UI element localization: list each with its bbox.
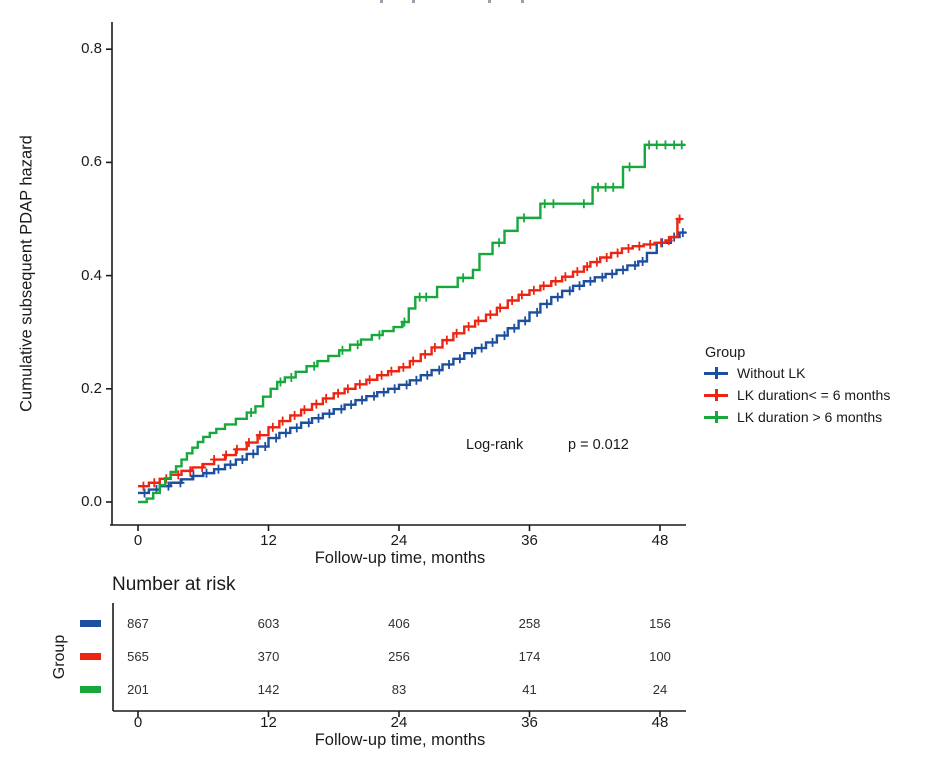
risk-count: 201 xyxy=(127,682,149,697)
legend-label-lk-le-6: LK duration< = 6 months xyxy=(737,387,891,403)
risk-count: 174 xyxy=(518,649,541,664)
x-tick-label: 0 xyxy=(133,532,143,549)
logrank-p-value: p = 0.012 xyxy=(568,437,629,453)
legend-key-lk-gt-6 xyxy=(704,410,728,424)
x-tick-label: 24 xyxy=(390,532,408,549)
legend-title: Group xyxy=(705,345,746,361)
risk-count: 258 xyxy=(518,616,541,631)
risk-row-swatch-lk-le-6 xyxy=(80,653,101,660)
risk-row-swatch-lk-gt-6 xyxy=(80,686,101,693)
y-tick-label: 0.6 xyxy=(81,153,102,170)
risk-count: 256 xyxy=(388,649,410,664)
risk-count: 406 xyxy=(388,616,410,631)
cropped-title-artifact xyxy=(488,0,491,3)
y-axis-title: Cumulative subsequent PDAP hazard xyxy=(17,135,36,412)
legend-label-without-lk: Without LK xyxy=(737,365,806,381)
risk-table-axes xyxy=(112,603,686,717)
legend-key-censor-cross xyxy=(714,367,718,379)
risk-row-swatch-without-lk xyxy=(80,620,101,627)
legend-key-censor-cross xyxy=(714,411,718,423)
x-axis-title: Follow-up time, months xyxy=(314,549,486,567)
risk-count: 603 xyxy=(257,616,280,631)
risk-table-title: Number at risk xyxy=(112,574,236,595)
x-tick-label: 36 xyxy=(521,532,538,549)
y-tick-label: 0.0 xyxy=(81,493,102,510)
risk-count: 142 xyxy=(257,682,280,697)
main-plot-axes xyxy=(106,22,686,531)
cropped-title-artifact xyxy=(380,0,383,3)
risk-count: 83 xyxy=(391,682,407,697)
risk-x-tick-label: 48 xyxy=(651,714,669,731)
risk-count: 370 xyxy=(257,649,280,664)
risk-x-tick-label: 0 xyxy=(133,714,143,731)
legend-key-lk-le-6 xyxy=(704,388,728,402)
risk-count: 565 xyxy=(127,649,149,664)
risk-x-tick-label: 24 xyxy=(390,714,408,731)
risk-count: 100 xyxy=(649,649,671,664)
y-tick-label: 0.2 xyxy=(81,380,102,397)
cropped-title-artifact xyxy=(521,0,524,3)
series-curve-1-lk-duration-6-months xyxy=(138,214,684,491)
y-tick-label: 0.8 xyxy=(81,40,102,57)
risk-count: 867 xyxy=(127,616,149,631)
series-curve-2-lk-duration-6-months xyxy=(138,140,686,504)
x-tick-label: 12 xyxy=(260,532,277,549)
cropped-title-artifact xyxy=(412,0,415,3)
legend-label-lk-gt-6: LK duration > 6 months xyxy=(737,409,883,425)
risk-count: 156 xyxy=(649,616,671,631)
y-tick-label: 0.4 xyxy=(81,267,102,284)
legend-key-without-lk xyxy=(704,366,728,380)
risk-count: 24 xyxy=(652,682,668,697)
risk-x-tick-label: 36 xyxy=(521,714,538,731)
risk-table-group-axis-label: Group xyxy=(51,634,68,680)
risk-count: 41 xyxy=(522,682,537,697)
risk-x-axis-title: Follow-up time, months xyxy=(314,731,486,749)
legend-key-censor-cross xyxy=(714,389,718,401)
risk-x-tick-label: 12 xyxy=(260,714,277,731)
logrank-test-label: Log-rank xyxy=(466,437,524,453)
x-tick-label: 48 xyxy=(651,532,669,549)
